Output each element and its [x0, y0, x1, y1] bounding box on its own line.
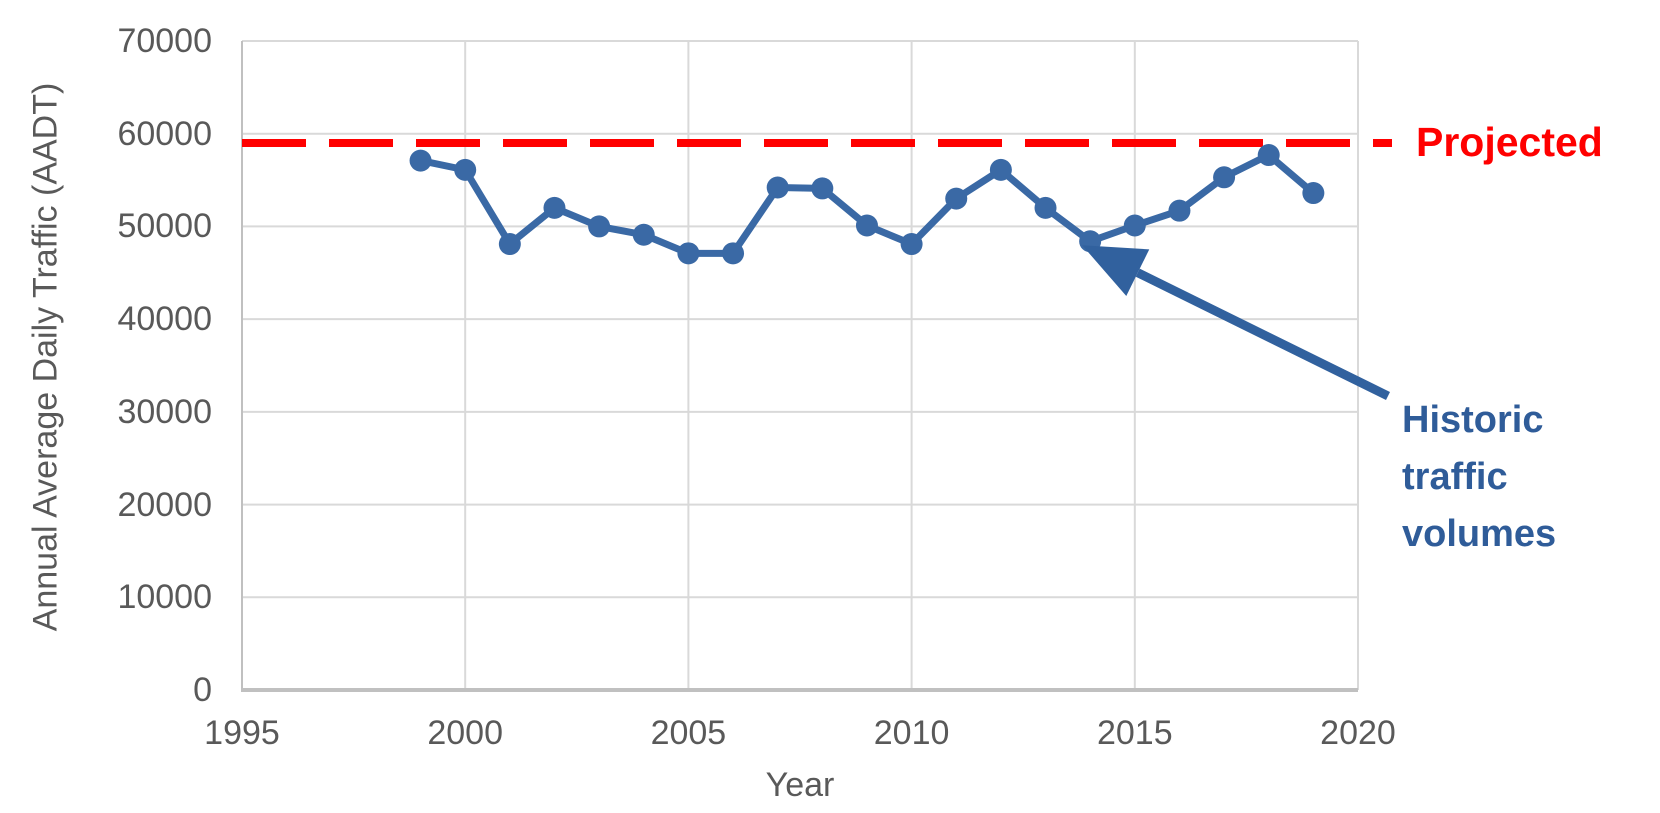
- x-tick-label: 2015: [1096, 714, 1173, 752]
- y-tick-label: 40000: [117, 300, 212, 339]
- data-point-marker: [1302, 182, 1325, 205]
- y-tick-label: 0: [193, 671, 212, 709]
- data-point-marker: [766, 176, 789, 199]
- y-tick-label: 50000: [117, 207, 212, 246]
- y-tick-label: 20000: [117, 485, 212, 524]
- y-tick-label: 30000: [117, 392, 212, 431]
- x-tick-label: 2000: [427, 714, 503, 752]
- data-point-marker: [1168, 199, 1191, 222]
- historic-volumes-label: Historic traffic volumes: [1402, 399, 1557, 555]
- x-tick-label: 2020: [1320, 714, 1396, 752]
- data-point-marker: [677, 242, 700, 265]
- data-point-marker: [1257, 144, 1280, 167]
- y-tick-label: 70000: [117, 22, 212, 60]
- x-tick-label: 1995: [204, 714, 280, 752]
- data-point-marker: [855, 214, 878, 237]
- y-tick-label: 10000: [117, 578, 212, 617]
- data-point-marker: [498, 233, 521, 256]
- x-axis-title: Year: [765, 766, 835, 804]
- data-point-marker: [454, 158, 477, 181]
- y-tick-label: 60000: [117, 114, 212, 153]
- data-point-marker: [543, 196, 566, 219]
- data-point-marker: [588, 215, 611, 238]
- projected-line-label: Projected: [1416, 119, 1603, 165]
- data-point-marker: [811, 177, 834, 200]
- data-point-marker: [989, 158, 1012, 181]
- data-point-marker: [722, 242, 745, 265]
- data-point-marker: [409, 149, 432, 172]
- x-tick-label: 2010: [873, 714, 950, 752]
- annotation-arrow-head: [1082, 245, 1150, 296]
- data-point-marker: [945, 187, 968, 210]
- y-axis-title: Annual Average Daily Traffic (AADT): [26, 82, 65, 632]
- data-point-marker: [1213, 166, 1236, 189]
- data-point-marker: [1123, 214, 1146, 237]
- data-point-marker: [900, 233, 923, 256]
- annotation-arrow-shaft: [1135, 268, 1390, 401]
- data-point-marker: [1034, 196, 1057, 219]
- data-point-marker: [632, 223, 655, 246]
- x-tick-label: 2005: [650, 714, 727, 752]
